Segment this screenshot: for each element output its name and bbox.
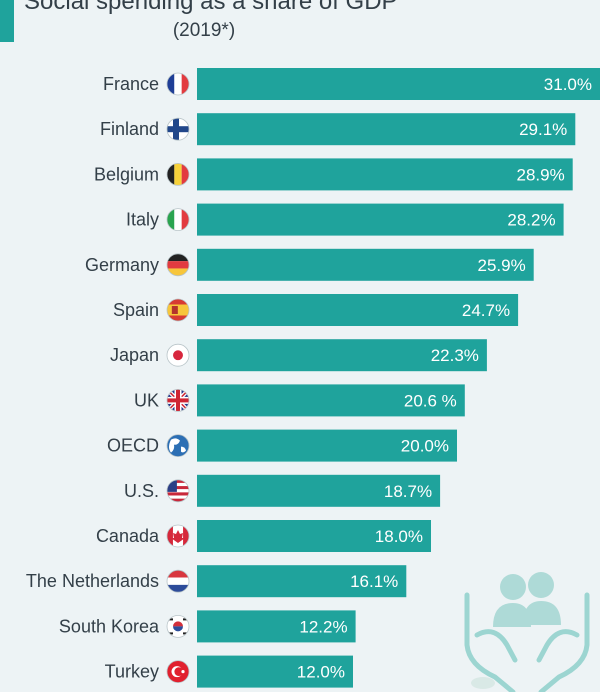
japan-flag-icon xyxy=(166,343,190,367)
category-label: UK xyxy=(134,390,159,410)
category-label: Germany xyxy=(85,255,159,275)
category-label: OECD xyxy=(107,436,159,456)
chart-subtitle: (2019*) xyxy=(172,20,236,41)
category-label: Turkey xyxy=(105,662,159,682)
category-label: South Korea xyxy=(59,616,160,636)
spain-flag-icon xyxy=(166,298,190,322)
bar xyxy=(197,520,431,552)
category-label: Belgium xyxy=(94,164,159,184)
data-label: 29.1% xyxy=(519,120,567,139)
bar-chart: 31.0% France 29.1% Finland 28.9% Belgium 28.2%… xyxy=(26,68,600,688)
bar xyxy=(197,113,576,146)
data-label: 20.6 % xyxy=(404,391,457,410)
turkey-flag-icon xyxy=(166,660,190,683)
bar xyxy=(197,339,487,372)
data-label: 18.7% xyxy=(384,482,432,501)
data-label: 16.1% xyxy=(350,572,398,591)
data-label: 22.3% xyxy=(431,346,479,365)
germany-flag-icon xyxy=(166,253,190,277)
category-label: The Netherlands xyxy=(26,571,159,591)
bar xyxy=(197,248,534,281)
data-label: 24.7% xyxy=(462,301,510,320)
category-label: Italy xyxy=(126,210,159,230)
data-label: 12.2% xyxy=(299,617,347,636)
canada-flag-icon xyxy=(166,524,190,548)
globe-icon xyxy=(166,434,190,458)
bar xyxy=(197,384,465,417)
data-label: 12.0% xyxy=(297,663,345,682)
bar xyxy=(197,68,600,100)
bar xyxy=(197,429,457,462)
data-label: 31.0% xyxy=(544,75,592,94)
south-korea-flag-icon xyxy=(166,615,190,638)
belgium-flag-icon xyxy=(166,163,190,186)
category-label: Japan xyxy=(110,345,159,365)
data-label: 25.9% xyxy=(477,256,525,275)
chart-title: Social spending as a share of GDP xyxy=(24,0,398,15)
category-label: Spain xyxy=(113,300,159,320)
category-label: Canada xyxy=(96,526,160,546)
italy-flag-icon xyxy=(166,208,190,232)
bar xyxy=(197,655,353,688)
people-in-hands-icon xyxy=(464,572,590,692)
data-label: 20.0% xyxy=(401,437,449,456)
netherlands-flag-icon xyxy=(166,569,190,593)
bar xyxy=(197,203,564,236)
data-label: 28.2% xyxy=(507,211,555,230)
bar xyxy=(197,294,519,326)
data-label: 28.9% xyxy=(516,165,564,184)
usa-flag-icon xyxy=(166,479,190,503)
bar xyxy=(197,474,441,507)
finland-flag-icon xyxy=(166,117,190,141)
bar xyxy=(197,610,356,643)
category-label: France xyxy=(103,74,159,94)
bar xyxy=(197,565,407,598)
category-label: U.S. xyxy=(124,481,159,501)
france-flag-icon xyxy=(166,72,190,96)
uk-flag-icon xyxy=(166,388,190,412)
data-label: 18.0% xyxy=(375,527,423,546)
bar xyxy=(197,158,573,191)
title-accent-bar xyxy=(0,0,14,42)
category-label: Finland xyxy=(100,119,159,139)
